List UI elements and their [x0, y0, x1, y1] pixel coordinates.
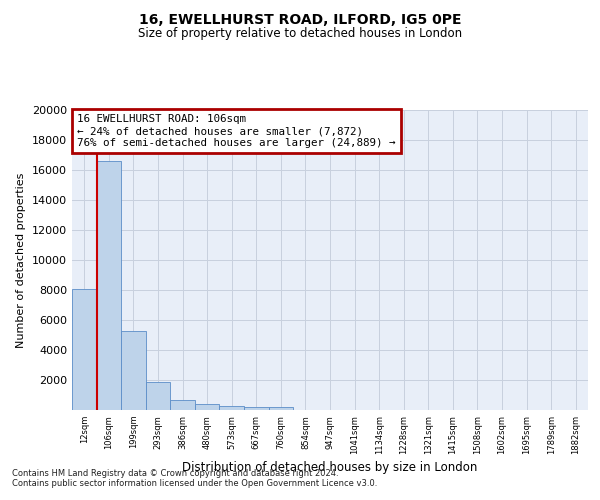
Text: Size of property relative to detached houses in London: Size of property relative to detached ho… — [138, 28, 462, 40]
Bar — [244, 406, 269, 410]
Bar — [220, 406, 244, 410]
Text: 16 EWELLHURST ROAD: 106sqm
← 24% of detached houses are smaller (7,872)
76% of s: 16 EWELLHURST ROAD: 106sqm ← 24% of deta… — [77, 114, 395, 148]
X-axis label: Distribution of detached houses by size in London: Distribution of detached houses by size … — [182, 461, 478, 474]
Text: Contains HM Land Registry data © Crown copyright and database right 2024.: Contains HM Land Registry data © Crown c… — [12, 468, 338, 477]
Bar — [195, 404, 220, 410]
Y-axis label: Number of detached properties: Number of detached properties — [16, 172, 26, 348]
Bar — [146, 382, 170, 410]
Bar — [269, 407, 293, 410]
Text: Contains public sector information licensed under the Open Government Licence v3: Contains public sector information licen… — [12, 478, 377, 488]
Bar — [97, 161, 121, 410]
Bar — [72, 288, 97, 410]
Bar — [170, 400, 195, 410]
Bar — [121, 330, 146, 410]
Text: 16, EWELLHURST ROAD, ILFORD, IG5 0PE: 16, EWELLHURST ROAD, ILFORD, IG5 0PE — [139, 12, 461, 26]
